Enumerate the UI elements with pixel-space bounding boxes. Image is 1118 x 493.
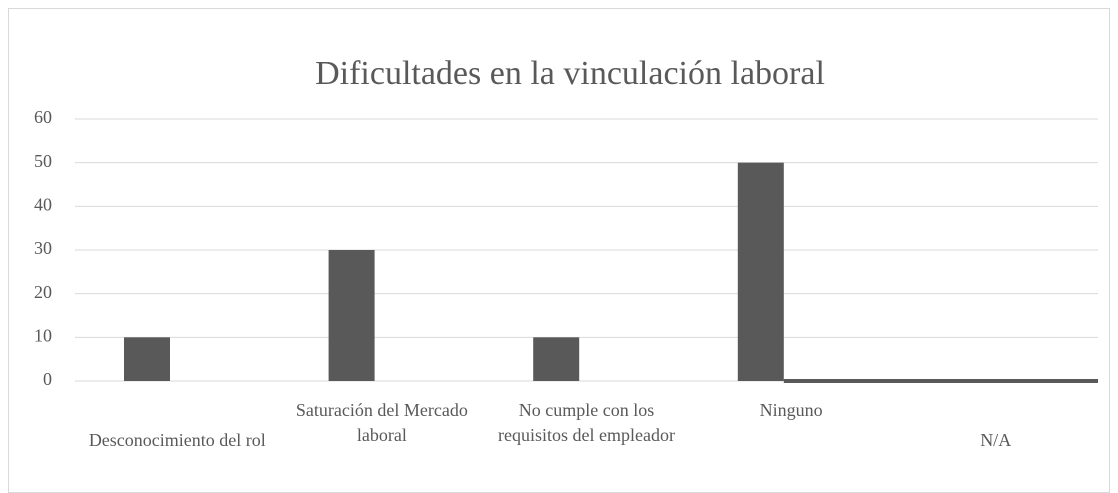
chart-title: Dificultades en la vinculación laboral [315, 55, 825, 92]
y-tick-label: 0 [43, 369, 52, 389]
y-tick-label: 50 [34, 151, 52, 171]
x-tick-label: No cumple con los requisitos del emplead… [498, 400, 675, 445]
bar [124, 337, 170, 381]
bar [328, 250, 375, 381]
x-tick-label: Saturación del Mercado laboral [295, 400, 468, 445]
y-tick-label: 40 [34, 194, 52, 214]
y-tick-label: 20 [34, 282, 52, 302]
x-tick-label: N/A [980, 430, 1012, 450]
y-tick-label: 30 [34, 238, 52, 258]
y-tick-label: 10 [34, 325, 52, 345]
x-tick-label: Desconocimiento del rol [88, 430, 266, 450]
x-tick-label: Ninguno [759, 400, 823, 420]
bar [533, 337, 580, 381]
bar [737, 162, 784, 381]
y-tick-label: 60 [34, 107, 52, 127]
